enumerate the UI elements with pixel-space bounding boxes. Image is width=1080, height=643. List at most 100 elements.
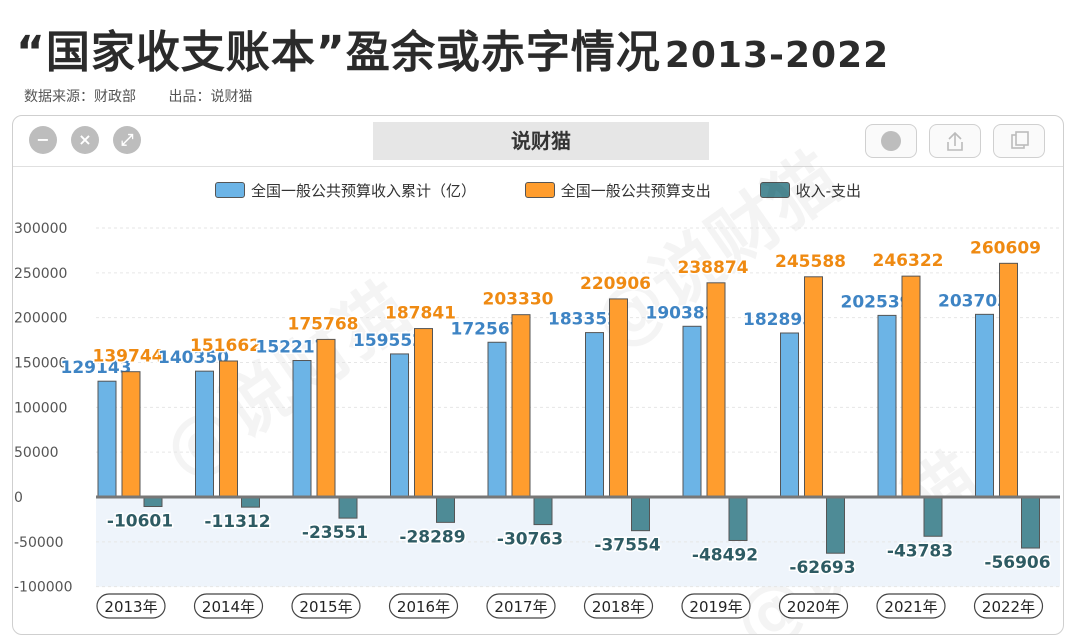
y-tick-label: 50000: [14, 445, 59, 461]
data-label-balance: -43783: [887, 541, 953, 561]
y-tick-label: 100000: [14, 400, 67, 416]
y-tick-label: -50000: [14, 535, 64, 551]
bar-balance: [923, 496, 943, 537]
source-line: 数据来源：财政部 出品：说财猫: [24, 86, 252, 106]
x-tick-pill: [973, 593, 1044, 619]
data-label-balance: -28289: [399, 527, 465, 547]
data-label-income: 172567: [451, 319, 522, 339]
share-icon: [947, 131, 963, 151]
data-label-balance: -10601: [107, 512, 173, 532]
bar-expense: [999, 262, 1018, 498]
minimize-icon[interactable]: −: [29, 126, 57, 154]
data-label-income: 183352: [548, 310, 619, 330]
data-label-income: 129143: [61, 358, 132, 378]
bar-expense: [609, 298, 628, 498]
x-tick-label: 2018年: [592, 598, 645, 616]
bar-expense: [316, 338, 336, 498]
data-label-expense: 203330: [483, 290, 554, 310]
bar-income: [97, 380, 117, 498]
bar-income: [195, 370, 214, 498]
data-label-expense: 246322: [873, 251, 944, 271]
data-label-balance: -56906: [984, 553, 1050, 573]
record-icon: [881, 131, 901, 151]
data-label-income: 152217: [256, 338, 327, 358]
legend-expense: 全国一般公共预算支出: [524, 180, 711, 201]
legend-swatch-expense: [524, 182, 555, 198]
legend-balance: 收入-支出: [759, 180, 861, 201]
legend-swatch-income: [214, 182, 245, 198]
bar-balance: [631, 496, 650, 532]
producer: 出品：说财猫: [168, 89, 253, 105]
bar-income: [682, 325, 702, 498]
data-label-income: 140350: [158, 348, 229, 368]
bar-income: [975, 313, 994, 498]
data-label-income: 182895: [743, 310, 814, 330]
x-tick-pill: [388, 593, 459, 619]
y-tick-label: -100000: [14, 580, 73, 596]
bar-income: [780, 332, 799, 498]
y-tick-label: 300000: [14, 221, 67, 237]
bar-expense: [804, 276, 823, 498]
y-tick-label: 150000: [14, 356, 67, 372]
x-tick-label: 2016年: [397, 598, 450, 616]
data-label-expense: 220906: [580, 274, 651, 294]
window-toolbar: − × ⤢ 说财猫: [13, 116, 1063, 167]
page-title: “国家收支账本”盈余或赤字情况 2013-2022: [16, 16, 889, 80]
data-label-expense: 175768: [288, 314, 359, 334]
close-icon[interactable]: ×: [71, 126, 99, 154]
data-label-income: 159552: [353, 331, 424, 351]
x-tick-pill: [681, 593, 751, 619]
legend-swatch-balance: [759, 182, 790, 198]
x-tick-label: 2015年: [299, 598, 352, 616]
bar-balance: [436, 496, 455, 523]
data-label-expense: 238874: [678, 258, 749, 278]
x-tick-pill: [96, 593, 166, 619]
copy-button[interactable]: [993, 124, 1045, 158]
data-label-balance: -23551: [302, 523, 368, 543]
x-tick-pill: [291, 593, 361, 619]
bar-expense: [511, 314, 531, 498]
y-tick-label: 0: [14, 490, 23, 506]
bar-balance: [1021, 496, 1040, 549]
share-button[interactable]: [929, 124, 981, 158]
x-tick-label: 2020年: [787, 598, 840, 616]
bar-income: [877, 314, 897, 498]
x-tick-label: 2014年: [202, 598, 255, 616]
data-label-balance: -62693: [789, 558, 855, 578]
bar-income: [585, 332, 604, 498]
legend-income: 全国一般公共预算收入累计（亿）: [214, 180, 476, 201]
bar-expense: [121, 371, 141, 498]
data-label-balance: -11312: [204, 512, 270, 532]
data-source: 数据来源：财政部: [24, 89, 136, 105]
data-label-expense: 151662: [190, 336, 261, 356]
record-button[interactable]: [865, 124, 917, 158]
bar-expense: [219, 360, 238, 498]
data-label-income: 203703: [938, 291, 1009, 311]
bar-expense: [414, 328, 433, 498]
y-tick-label: 200000: [14, 311, 67, 327]
x-tick-label: 2021年: [884, 598, 937, 616]
bar-balance: [533, 496, 553, 526]
bar-balance: [826, 496, 845, 554]
title-text: “国家收支账本”盈余或赤字情况: [16, 27, 661, 78]
bar-income: [390, 353, 409, 498]
resize-icon[interactable]: ⤢: [113, 126, 141, 154]
data-label-expense: 139744: [93, 347, 164, 367]
data-label-balance: -48492: [692, 545, 758, 565]
window-tab[interactable]: 说财猫: [373, 122, 709, 160]
bar-income: [292, 360, 312, 498]
data-label-balance: -37554: [594, 536, 660, 556]
x-tick-label: 2019年: [689, 598, 742, 616]
x-tick-pill: [778, 593, 849, 619]
x-tick-label: 2013年: [104, 598, 157, 616]
x-tick-pill: [486, 593, 556, 619]
data-label-income: 190382: [646, 303, 717, 323]
data-label-income: 202539: [841, 292, 912, 312]
x-tick-label: 2017年: [494, 598, 547, 616]
data-label-expense: 187841: [385, 304, 456, 324]
bar-expense: [901, 275, 921, 498]
x-tick-pill: [876, 593, 946, 619]
bar-balance: [241, 496, 260, 508]
data-label-expense: 260609: [970, 238, 1041, 258]
